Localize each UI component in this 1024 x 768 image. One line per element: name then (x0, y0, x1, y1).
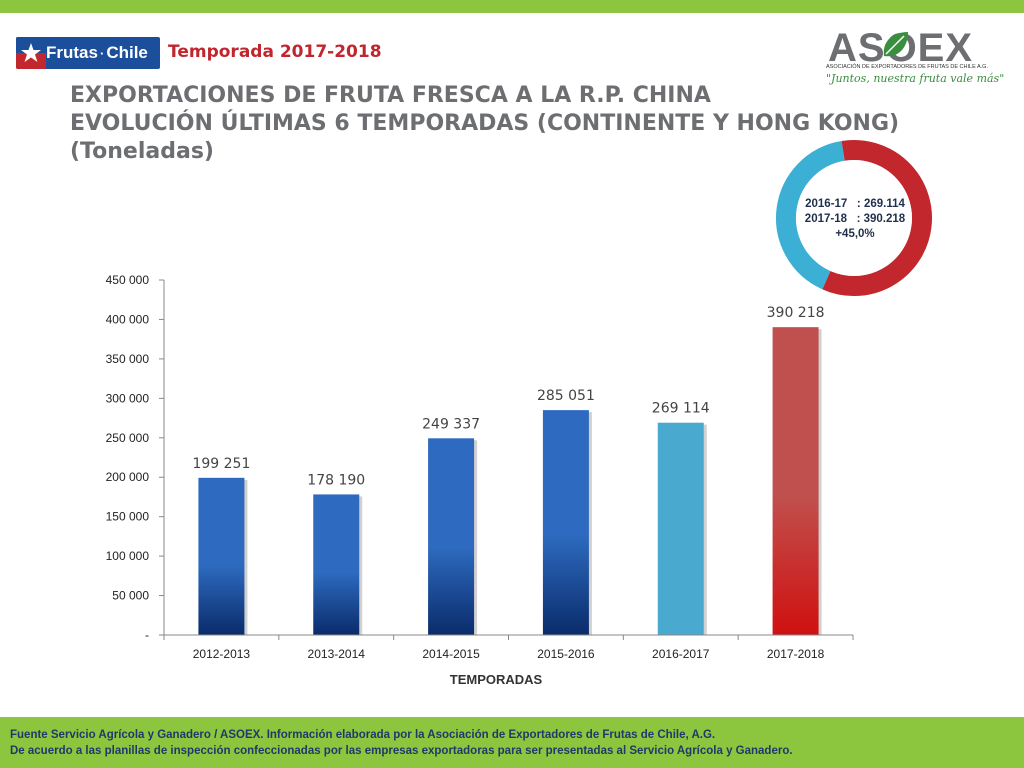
y-tick-label: 100 000 (106, 549, 150, 563)
x-tick-label-2014-2015: 2014-2015 (422, 647, 480, 661)
title-line-2: EVOLUCIÓN ÚLTIMAS 6 TEMPORADAS (CONTINEN… (70, 111, 900, 136)
asoex-slogan: "Juntos, nuestra fruta vale más" (826, 72, 1005, 85)
page-title: EXPORTACIONES DE FRUTA FRESCA A LA R.P. … (70, 82, 899, 166)
donut-segment-2017-18 (822, 140, 932, 296)
logo-de-icon: · (99, 45, 105, 61)
y-tick-label: - (145, 628, 149, 642)
data-label-2013-2014: 178 190 (307, 472, 365, 488)
leaf-icon (883, 32, 908, 57)
data-label-2017-2018: 390 218 (767, 305, 825, 321)
y-tick-label: 350 000 (106, 352, 150, 366)
data-label-2012-2013: 199 251 (192, 456, 250, 472)
top-green-bar (0, 0, 1024, 13)
asoex-logo: ASOEX ASOCIACIÓN DE EXPORTADORES DE FRUT… (820, 26, 1004, 88)
x-axis-title: TEMPORADAS (450, 672, 543, 687)
data-label-2015-2016: 285 051 (537, 388, 595, 404)
donut-summary: 2016-17 : 269.114 2017-18 : 390.218 +45,… (790, 197, 920, 242)
footer: Fuente Servicio Agrícola y Ganadero / AS… (0, 717, 1024, 768)
y-tick-label: 250 000 (106, 431, 150, 445)
bar-2012-2013 (198, 477, 245, 635)
exports-bar-chart: - 50 000 100 000 150 000 200 000 250 000 300 0… (106, 273, 854, 687)
bars: 199 251 178 190 249 337 285 051 269 114 390 2… (192, 305, 825, 635)
donut-line-3: +45,0% (835, 228, 875, 240)
bar-2014-2015 (428, 438, 475, 635)
y-tick-label: 400 000 (106, 312, 150, 326)
title-line-3: (Toneladas) (70, 139, 214, 164)
footer-source: Fuente Servicio Agrícola y Ganadero / AS… (10, 729, 716, 741)
bar-2013-2014 (313, 494, 360, 635)
bar-2016-2017 (657, 422, 704, 635)
y-tick-label: 450 000 (106, 273, 150, 287)
asoex-subtitle: ASOCIACIÓN DE EXPORTADORES DE FRUTAS DE … (826, 64, 988, 70)
logo-chile-text: Chile (106, 43, 148, 62)
y-tick-label: 150 000 (106, 510, 150, 524)
growth-donut (776, 140, 932, 296)
donut-line-2: 2017-18 : 390.218 (804, 213, 906, 225)
x-tick-label-2015-2016: 2015-2016 (537, 647, 595, 661)
x-tick-label-2012-2013: 2012-2013 (193, 647, 251, 661)
x-tick-label-2013-2014: 2013-2014 (308, 647, 366, 661)
season-label: Temporada 2017-2018 (168, 42, 382, 62)
y-axis: - 50 000 100 000 150 000 200 000 250 000 300 0… (106, 273, 165, 642)
chile-star-icon (16, 37, 46, 69)
data-label-2014-2015: 249 337 (422, 416, 480, 432)
data-label-2016-2017: 269 114 (652, 401, 710, 417)
x-tick-label-2017-2018: 2017-2018 (767, 647, 825, 661)
y-tick-label: 200 000 (106, 470, 150, 484)
footer-note: De acuerdo a las planillas de inspección… (10, 745, 793, 757)
y-tick-label: 300 000 (106, 391, 150, 405)
donut-segment-2016-17 (776, 140, 846, 290)
frutas-de-chile-logo: Frutas · Chile (16, 37, 160, 69)
bar-2017-2018 (772, 327, 819, 635)
bar-2015-2016 (542, 410, 589, 635)
x-tick-label-2016-2017: 2016-2017 (652, 647, 710, 661)
title-line-1: EXPORTACIONES DE FRUTA FRESCA A LA R.P. … (70, 83, 711, 108)
logo-frutas-text: Frutas (46, 43, 98, 62)
x-axis: 2012-2013 2013-2014 2014-2015 2015-2016 2016… (163, 634, 854, 661)
donut-line-1: 2016-17 : 269.114 (805, 198, 905, 210)
y-tick-label: 50 000 (112, 589, 149, 603)
